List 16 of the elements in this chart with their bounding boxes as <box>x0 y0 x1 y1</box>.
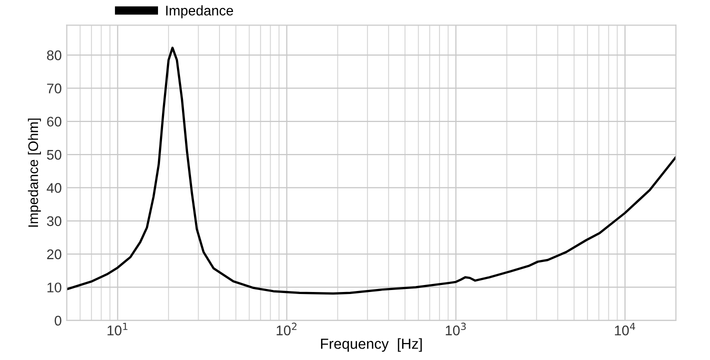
y-tick-label: 70 <box>47 84 62 94</box>
x-tick-label: 10$^{1}$ <box>108 322 128 336</box>
x-tick-label: 10$^{3}$ <box>446 322 466 336</box>
x-tick-label: 10$^{2}$ <box>276 322 296 336</box>
y-axis-title: Impedance [Ohm] <box>28 118 41 227</box>
x-axis-title: Frequency [Hz] <box>321 338 422 352</box>
y-tick-label: 40 <box>46 183 62 193</box>
y-tick-label: 0 <box>54 316 62 326</box>
y-tick-label: 60 <box>47 116 62 127</box>
y-tick-label: 10 <box>47 282 62 292</box>
y-tick-label: 30 <box>46 216 62 226</box>
y-tick-label: 50 <box>46 150 62 160</box>
x-tick-label: 10$^{4}$ <box>614 322 636 336</box>
y-tick-label: 20 <box>47 249 62 260</box>
y-tick-label: 80 <box>47 50 62 60</box>
legend-label: Impedance <box>166 5 234 18</box>
